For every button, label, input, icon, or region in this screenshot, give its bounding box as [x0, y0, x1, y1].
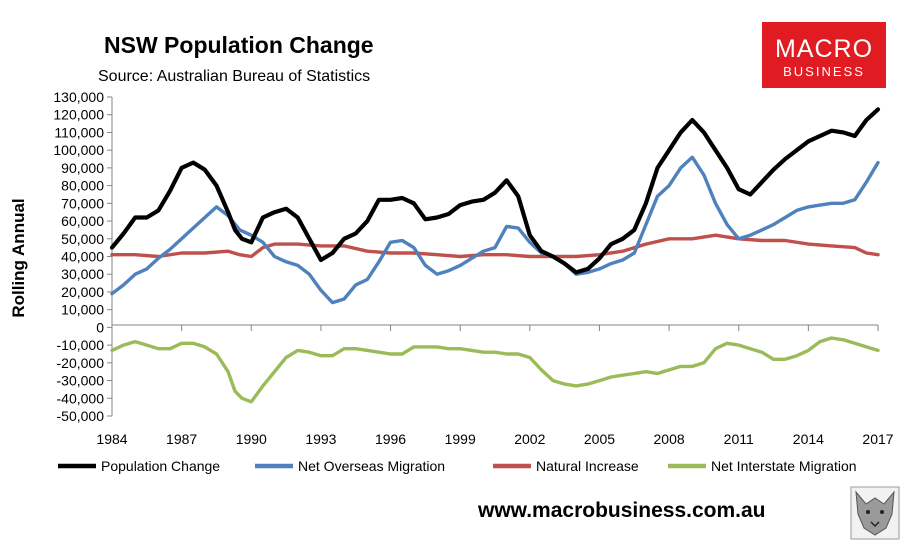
series-line-net-overseas-migration: [110, 155, 880, 305]
y-tick-label: 0: [96, 319, 104, 335]
logo-background: [762, 22, 886, 88]
y-ticks: -50,000 -40,000-30,000 -20,000 -10,000 010,0…: [53, 89, 112, 424]
x-tick-label: 1999: [445, 431, 476, 447]
x-tick-label: 2008: [654, 431, 685, 447]
y-tick-label: 110,000: [54, 124, 104, 140]
series-line-population-change: [109, 107, 881, 275]
chart-subtitle: Source: Australian Bureau of Statistics: [98, 68, 370, 85]
legend: Population Change Net Overseas Migration N…: [58, 458, 857, 474]
y-tick-label: 10,000: [61, 302, 104, 318]
x-tick-label: 1996: [375, 431, 406, 447]
y-tick-label: 70,000: [61, 195, 104, 211]
legend-label: Population Change: [101, 458, 220, 474]
y-tick-label: -10,000: [57, 337, 105, 353]
y-tick-label: 90,000: [61, 160, 104, 176]
series-lines: [109, 107, 881, 404]
y-tick-label: -20,000: [57, 355, 105, 371]
x-tick-label: 2002: [514, 431, 545, 447]
y-tick-label: 20,000: [61, 284, 104, 300]
y-tick-label: 80,000: [61, 178, 104, 194]
y-tick-label: 60,000: [61, 213, 104, 229]
y-tick-label: -30,000: [57, 373, 105, 389]
x-tick-label: 1990: [236, 431, 267, 447]
y-tick-label: 130,000: [53, 89, 104, 105]
legend-label: Net Overseas Migration: [298, 458, 445, 474]
x-ticks: 1984 1987 1990 1993 1996 1999 2002 2005 2008 2011…: [96, 325, 894, 447]
wolf-emblem: [850, 486, 900, 540]
x-tick-label: 1993: [305, 431, 336, 447]
logo-macro-text: MACRO: [775, 35, 873, 63]
y-tick-label: -40,000: [57, 390, 105, 406]
chart-title: NSW Population Change: [104, 32, 374, 58]
y-tick-label: -50,000: [57, 408, 105, 424]
x-tick-label: 2011: [724, 431, 754, 447]
series-line-natural-increase: [110, 233, 880, 259]
x-tick-label: 1987: [166, 431, 197, 447]
y-tick-label: 100,000: [53, 142, 104, 158]
y-tick-label: 30,000: [61, 266, 104, 282]
legend-label: Natural Increase: [536, 458, 639, 474]
legend-label: Net Interstate Migration: [711, 458, 857, 474]
x-tick-label: 1984: [96, 431, 127, 447]
footer-url: www.macrobusiness.com.au: [477, 499, 765, 522]
y-tick-label: 40,000: [61, 249, 104, 265]
y-tick-label: 120,000: [53, 107, 104, 123]
series-line-net-interstate-migration: [110, 336, 880, 404]
x-tick-label: 2014: [793, 431, 824, 447]
logo-business-text: BUSINESS: [783, 64, 865, 79]
macrobusiness-logo: MACRO BUSINESS: [762, 22, 886, 88]
x-tick-label: 2017: [862, 431, 893, 447]
y-tick-label: 50,000: [61, 231, 104, 247]
y-axis-title: Rolling Annual: [9, 198, 28, 317]
x-tick-label: 2005: [584, 431, 615, 447]
